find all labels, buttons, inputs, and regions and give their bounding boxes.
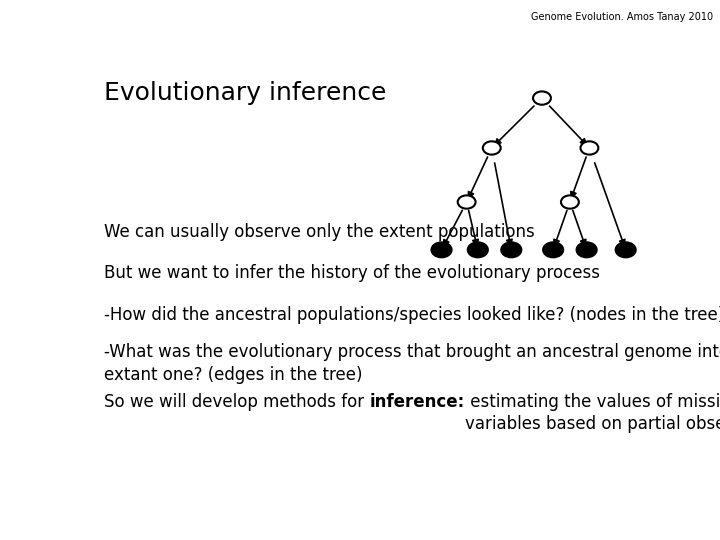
- Ellipse shape: [577, 242, 597, 258]
- Ellipse shape: [561, 195, 579, 208]
- Text: Genome Evolution. Amos Tanay 2010: Genome Evolution. Amos Tanay 2010: [531, 12, 713, 22]
- Text: inference:: inference:: [369, 393, 464, 411]
- Text: -How did the ancestral populations/species looked like? (nodes in the tree): -How did the ancestral populations/speci…: [104, 306, 720, 324]
- Text: We can usually observe only the extent populations: We can usually observe only the extent p…: [104, 223, 535, 241]
- Text: Evolutionary inference: Evolutionary inference: [104, 82, 387, 105]
- Ellipse shape: [580, 141, 598, 154]
- Ellipse shape: [501, 242, 521, 258]
- Ellipse shape: [483, 141, 500, 154]
- Ellipse shape: [533, 91, 551, 105]
- Text: estimating the values of missing: estimating the values of missing: [464, 393, 720, 411]
- Text: So we will develop methods for: So we will develop methods for: [104, 393, 369, 411]
- Ellipse shape: [458, 195, 476, 208]
- Ellipse shape: [468, 242, 488, 258]
- Text: -What was the evolutionary process that brought an ancestral genome into an
exta: -What was the evolutionary process that …: [104, 343, 720, 383]
- Text: estimating the values of missing
variables based on partial observations: estimating the values of missing variabl…: [464, 393, 720, 434]
- Text: But we want to infer the history of the evolutionary process: But we want to infer the history of the …: [104, 265, 600, 282]
- Ellipse shape: [616, 242, 636, 258]
- Ellipse shape: [431, 242, 451, 258]
- Ellipse shape: [543, 242, 563, 258]
